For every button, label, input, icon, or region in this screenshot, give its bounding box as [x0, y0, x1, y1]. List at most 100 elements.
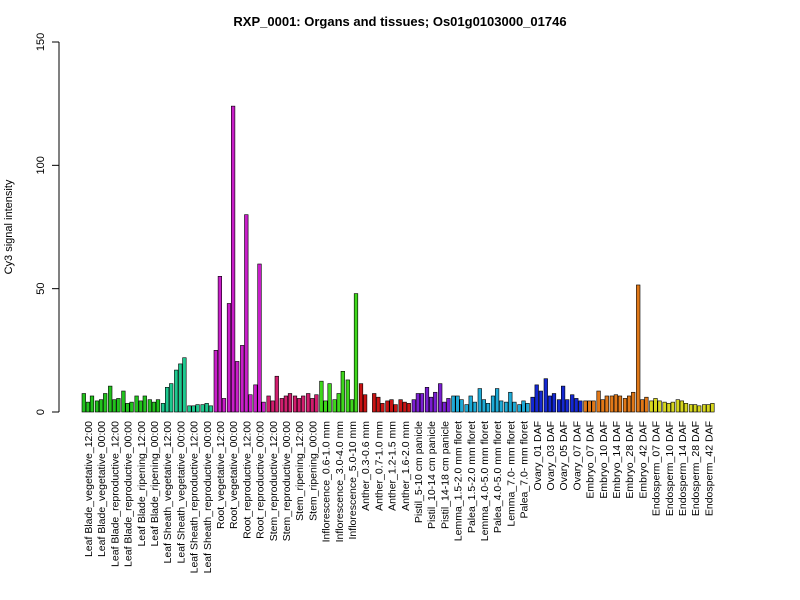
bar	[380, 403, 385, 413]
bar	[261, 401, 266, 413]
bar	[574, 398, 579, 413]
bar	[626, 395, 632, 413]
bar	[89, 395, 95, 413]
bar	[459, 399, 464, 413]
x-tick-label: Leaf Blade_ripening_00:00	[149, 421, 161, 547]
bar	[362, 394, 368, 413]
bar	[653, 398, 658, 413]
bar	[283, 395, 289, 413]
bar	[675, 399, 680, 413]
bar	[287, 393, 293, 413]
bar	[530, 396, 535, 413]
bar	[702, 404, 707, 413]
x-tick-label: Stem_reproductive_00:00	[281, 421, 293, 541]
bar	[217, 276, 223, 413]
bar	[683, 403, 689, 413]
bar	[213, 350, 218, 413]
bar	[94, 400, 100, 413]
bar	[538, 390, 543, 413]
x-tick-label: Leaf Blade_reproductive_12:00	[109, 421, 121, 567]
bar	[358, 383, 364, 413]
bar	[521, 400, 526, 413]
x-tick-label: Root_vegetative_00:00	[228, 421, 240, 529]
bar	[178, 363, 183, 413]
bar	[226, 303, 232, 413]
bar	[560, 385, 566, 413]
bar	[235, 361, 240, 413]
bar	[402, 401, 407, 413]
bar	[266, 395, 271, 413]
x-tick-label: Endosperm_07 DAF	[651, 421, 663, 516]
x-tick-label: Leaf Blade_ripening_12:00	[136, 421, 148, 547]
bar	[419, 393, 425, 413]
x-tick-label: Embryo_28 DAF	[624, 421, 636, 499]
bar	[253, 384, 258, 413]
bar	[644, 396, 649, 413]
bar	[336, 393, 341, 413]
bar	[438, 383, 443, 413]
bar	[398, 399, 403, 413]
bar	[301, 395, 306, 413]
bar	[551, 393, 557, 413]
x-tick-label: Ovary_07 DAF	[571, 421, 583, 490]
bar	[385, 400, 390, 413]
bar	[477, 388, 482, 413]
bar	[578, 400, 583, 413]
x-tick-label: Anther_0.7-1.0 mm	[373, 421, 385, 511]
x-tick-label: Palea_4.0-5.0 mm floret	[492, 421, 504, 533]
bar	[631, 391, 636, 413]
x-tick-label: Embryo_42 DAF	[637, 421, 649, 499]
bar	[494, 388, 500, 413]
bar	[99, 399, 104, 413]
x-tick-label: Palea_7.0- mm floret	[519, 421, 531, 519]
bar	[160, 403, 166, 413]
x-tick-label: Stem_reproductive_12:00	[268, 421, 280, 541]
bar	[296, 398, 302, 413]
bar	[103, 393, 108, 413]
bar	[547, 395, 552, 413]
x-tick-label: Lemma_7.0- mm floret	[505, 421, 517, 527]
bar	[406, 403, 411, 413]
bar	[415, 393, 421, 413]
bar	[151, 401, 157, 413]
x-tick-label: Root_vegetative_12:00	[215, 421, 227, 529]
bar	[508, 391, 513, 413]
y-axis-label: Cy3 signal intensity	[3, 179, 15, 274]
bar	[376, 396, 381, 413]
bar	[393, 404, 398, 413]
bar	[512, 401, 517, 413]
bar	[442, 401, 447, 413]
bar	[666, 403, 671, 413]
bar	[231, 105, 236, 413]
bar	[112, 399, 117, 413]
x-tick-label: Leaf Sheath_reproductive_00:00	[202, 421, 214, 574]
chart-title: RXP_0001: Organs and tissues; Os01g01030…	[233, 14, 566, 29]
bar	[169, 383, 174, 413]
bar	[662, 401, 667, 413]
bar	[609, 395, 614, 413]
bar	[472, 401, 477, 413]
bar	[389, 399, 394, 413]
bar	[481, 399, 487, 413]
bar	[446, 398, 451, 413]
bar	[257, 263, 262, 413]
x-tick-label: Root_reproductive_00:00	[255, 421, 267, 539]
bar	[583, 400, 588, 413]
x-tick-label: Endosperm_14 DAF	[677, 421, 689, 516]
x-tick-label: Ovary_05 DAF	[558, 421, 570, 490]
bar	[195, 404, 200, 413]
bar	[372, 393, 377, 413]
x-tick-label: Pistil_5-10 cm panicle	[413, 421, 425, 523]
bar	[165, 387, 170, 413]
bar	[314, 394, 319, 413]
bar	[600, 399, 605, 413]
x-tick-label: Leaf Sheath_vegetative_12:00	[162, 421, 174, 564]
bar	[424, 387, 430, 413]
bar	[604, 395, 609, 413]
bar	[353, 293, 359, 413]
bar	[657, 400, 662, 413]
x-tick-label: Anther_1.2-1.5 mm	[387, 421, 399, 511]
bar	[636, 284, 641, 413]
bar	[688, 404, 694, 413]
